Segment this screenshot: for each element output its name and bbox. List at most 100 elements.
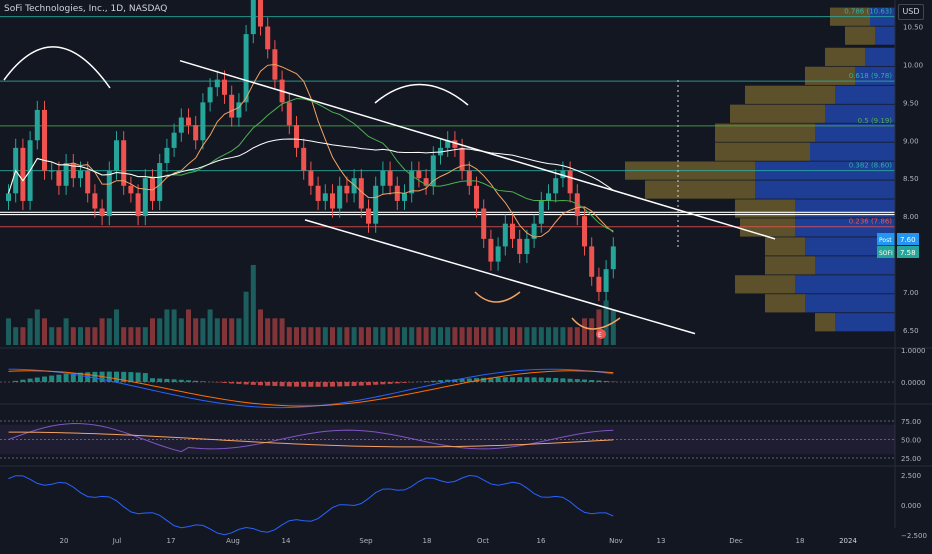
candle-body (186, 118, 191, 126)
candle-body (6, 193, 11, 201)
volume-bar (503, 327, 508, 345)
candle-body (517, 239, 522, 254)
candle-body (164, 148, 169, 163)
candle-body (582, 216, 587, 246)
candle-body (179, 118, 184, 133)
macd-histogram-bar (553, 378, 558, 382)
fib-level-label: 0.618 (9.78) (849, 72, 893, 80)
macd-histogram-bar (13, 381, 18, 382)
candle-body (287, 102, 292, 125)
candle-body (380, 171, 385, 186)
candle-body (56, 171, 61, 186)
macd-histogram-bar (589, 380, 594, 382)
macd-histogram-bar (596, 381, 601, 382)
volume-bar (316, 327, 321, 345)
volume-bar (532, 327, 537, 345)
macd-histogram-bar (330, 382, 335, 387)
volume-profile-up-bar (755, 180, 895, 198)
candle-body (308, 171, 313, 186)
volume-bar (366, 327, 371, 345)
ma-fast-line (9, 64, 614, 237)
volume-bar (42, 318, 47, 345)
macd-histogram-bar (49, 376, 54, 382)
candle-body (49, 171, 54, 172)
volume-bar (229, 318, 234, 345)
time-tick-label: Oct (477, 537, 489, 545)
volume-bar (121, 327, 126, 345)
macd-line (9, 369, 614, 407)
volume-profile-down-bar (765, 256, 815, 274)
volume-profile-down-bar (730, 105, 825, 123)
candle-body (503, 224, 508, 247)
volume-bar (280, 318, 285, 345)
time-tick-label: Dec (729, 537, 743, 545)
time-tick-label: 18 (423, 537, 432, 545)
price-tick-label: 8.00 (903, 213, 919, 221)
volume-bar (208, 309, 213, 345)
volume-bar (71, 327, 76, 345)
volume-bar (388, 327, 393, 345)
volume-bar (409, 327, 414, 345)
macd-histogram-bar (229, 382, 234, 383)
macd-histogram-bar (193, 381, 198, 382)
macd-histogram-bar (431, 381, 436, 382)
volume-profile-up-bar (795, 275, 895, 293)
earnings-marker-label: E (598, 332, 602, 339)
candle-body (524, 239, 529, 254)
price-tick-label: 10.00 (903, 61, 923, 69)
volume-profile-down-bar (745, 86, 835, 104)
candle-body (193, 125, 198, 140)
price-tick-label: 10.50 (903, 24, 923, 32)
macd-histogram-bar (143, 373, 148, 382)
candle-body (460, 148, 465, 171)
macd-histogram-bar (373, 382, 378, 385)
candle-body (546, 193, 551, 201)
macd-histogram-bar (402, 382, 407, 383)
candle-body (366, 209, 371, 224)
macd-histogram-bar (582, 380, 587, 382)
time-tick-label: Nov (609, 537, 623, 545)
currency-button[interactable]: USD (898, 4, 924, 20)
fib-level-label: 0.382 (8.60) (849, 162, 893, 170)
candle-body (244, 34, 249, 102)
price-label-value: 7.60 (900, 236, 916, 244)
volume-profile-down-bar (765, 294, 805, 312)
candle-body (64, 163, 69, 186)
candle-body (416, 171, 421, 179)
oscillator-tick-label: 2.500 (901, 472, 921, 480)
volume-bar (186, 309, 191, 345)
macd-histogram-bar (35, 378, 40, 382)
volume-bar (474, 327, 479, 345)
candle-body (35, 110, 40, 140)
volume-bar (13, 327, 18, 345)
candle-body (510, 224, 515, 239)
price-tick-label: 9.50 (903, 99, 919, 107)
macd-histogram-bar (337, 382, 342, 386)
oscillator-tick-label: −2.500 (901, 532, 927, 540)
candle-body (373, 186, 378, 224)
macd-signal-line (9, 371, 614, 406)
volume-bar (424, 327, 429, 345)
volume-bar (78, 327, 83, 345)
macd-histogram-bar (236, 382, 241, 384)
volume-bar (6, 318, 11, 345)
macd-histogram-bar (380, 382, 385, 384)
fib-level-label: 0.786 (10.63) (844, 8, 892, 16)
candle-body (143, 178, 148, 216)
candle-body (208, 87, 213, 102)
rsi-tick-label: 25.00 (901, 455, 921, 463)
volume-bar (438, 327, 443, 345)
macd-histogram-bar (280, 382, 285, 386)
volume-bar (510, 327, 515, 345)
volume-bar (431, 327, 436, 345)
macd-tick-label: 0.0000 (901, 379, 926, 387)
volume-bar (589, 318, 594, 345)
candle-body (604, 269, 609, 292)
volume-profile-up-bar (835, 313, 895, 331)
volume-bar (611, 309, 616, 345)
macd-histogram-bar (316, 382, 321, 387)
macd-histogram-bar (532, 377, 537, 382)
volume-profile-down-bar (645, 180, 755, 198)
macd-histogram-bar (92, 372, 97, 382)
